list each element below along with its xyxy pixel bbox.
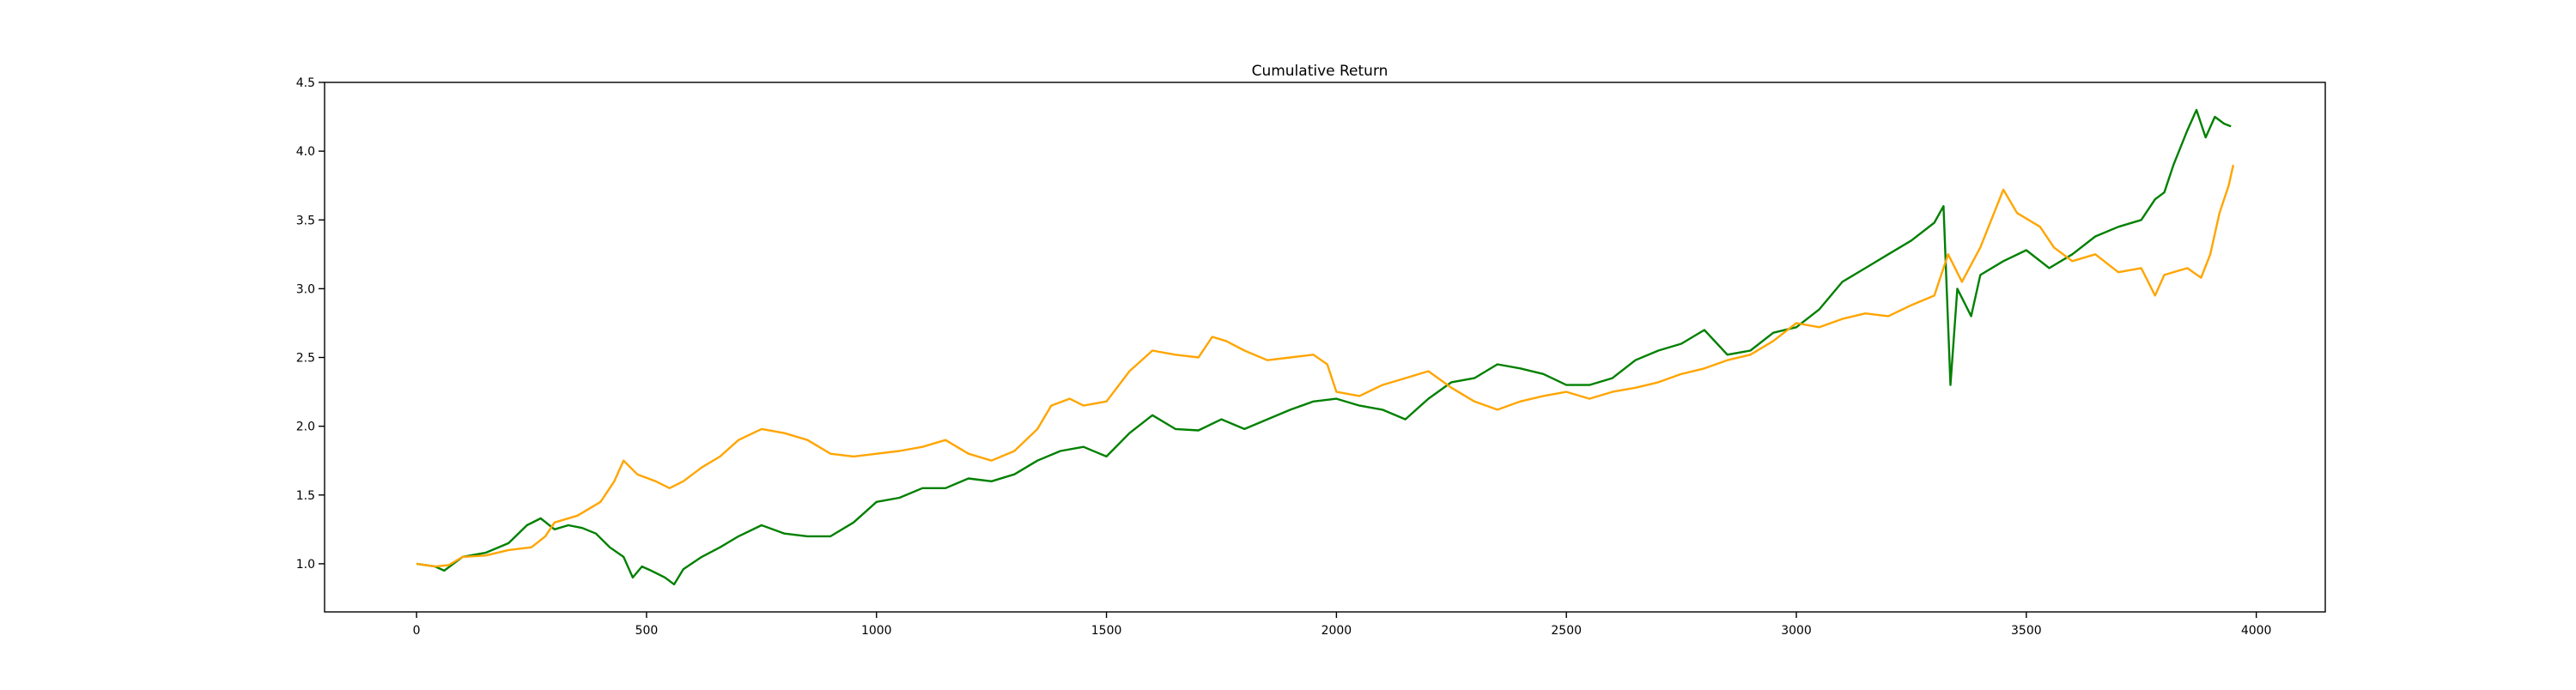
x-tick-label: 3000 <box>1781 624 1812 638</box>
y-tick-label: 1.0 <box>296 558 315 572</box>
x-tick-label: 2500 <box>1551 624 1582 638</box>
y-tick-label: 3.0 <box>296 282 315 296</box>
x-tick-label: 0 <box>413 624 421 638</box>
plot-layer <box>416 108 2235 586</box>
x-tick-label: 3500 <box>2011 624 2042 638</box>
y-tick-label: 4.0 <box>296 145 315 159</box>
series-line-1 <box>416 108 2232 586</box>
y-tick-label: 1.5 <box>296 489 315 503</box>
x-tick-label: 500 <box>635 624 659 638</box>
y-tick-label: 3.5 <box>296 214 315 227</box>
y-tick-label: 4.5 <box>296 76 315 90</box>
x-tick-label: 4000 <box>2241 624 2272 638</box>
y-tick-label: 2.5 <box>296 352 315 366</box>
x-tick-label: 2000 <box>1321 624 1352 638</box>
axis-layer: 0 500 1000 1500 2000 2500 3000 3500 4000 1.0 1.5 2.… <box>296 76 2326 638</box>
plot-frame <box>324 82 2326 613</box>
chart-title: Cumulative Return <box>1252 63 1388 80</box>
series-line-2 <box>416 164 2235 568</box>
x-tick-label: 1500 <box>1091 624 1122 638</box>
x-tick-label: 1000 <box>861 624 892 638</box>
y-tick-label: 2.0 <box>296 421 315 434</box>
